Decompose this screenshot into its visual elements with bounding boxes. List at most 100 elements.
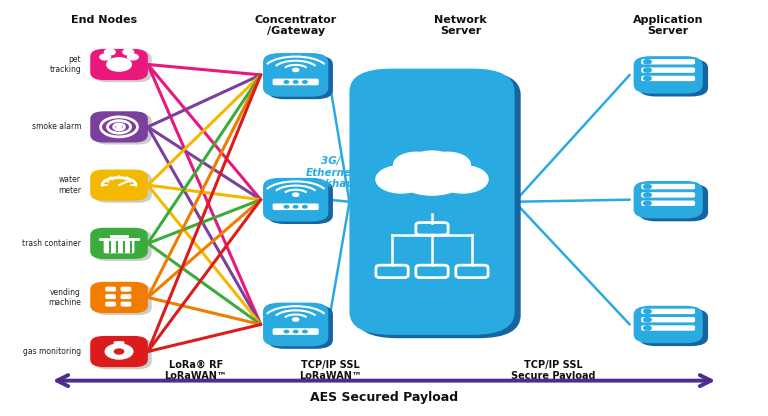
- FancyBboxPatch shape: [641, 76, 695, 81]
- FancyBboxPatch shape: [94, 113, 152, 144]
- Text: End Nodes: End Nodes: [71, 15, 137, 25]
- FancyBboxPatch shape: [273, 328, 319, 335]
- Circle shape: [293, 193, 299, 196]
- FancyBboxPatch shape: [121, 302, 131, 307]
- Circle shape: [105, 344, 133, 359]
- Text: AES Secured Payload: AES Secured Payload: [310, 391, 458, 404]
- FancyBboxPatch shape: [641, 309, 695, 314]
- Text: smoke alarm: smoke alarm: [31, 122, 81, 131]
- Text: TCP/IP SSL
LoRaWAN™: TCP/IP SSL LoRaWAN™: [299, 360, 362, 381]
- Circle shape: [293, 206, 298, 208]
- Circle shape: [284, 81, 289, 83]
- FancyBboxPatch shape: [94, 230, 152, 261]
- Circle shape: [100, 54, 111, 60]
- Circle shape: [644, 68, 651, 72]
- Circle shape: [293, 81, 298, 83]
- FancyBboxPatch shape: [91, 282, 147, 313]
- Circle shape: [438, 166, 488, 193]
- FancyBboxPatch shape: [91, 170, 147, 201]
- Text: vending
machine: vending machine: [48, 288, 81, 307]
- Circle shape: [123, 49, 134, 55]
- Text: Network
Server: Network Server: [435, 15, 487, 36]
- FancyBboxPatch shape: [105, 302, 116, 307]
- FancyBboxPatch shape: [273, 79, 319, 85]
- Circle shape: [644, 193, 651, 197]
- FancyBboxPatch shape: [268, 305, 333, 349]
- FancyBboxPatch shape: [641, 201, 695, 206]
- FancyBboxPatch shape: [641, 184, 695, 189]
- FancyBboxPatch shape: [268, 55, 333, 99]
- FancyBboxPatch shape: [114, 341, 124, 345]
- FancyBboxPatch shape: [263, 302, 329, 346]
- Circle shape: [644, 318, 651, 322]
- Circle shape: [644, 59, 651, 64]
- Circle shape: [303, 81, 307, 83]
- Circle shape: [293, 318, 299, 321]
- FancyBboxPatch shape: [263, 53, 329, 97]
- FancyBboxPatch shape: [105, 287, 116, 292]
- Text: pet
tracking: pet tracking: [49, 55, 81, 74]
- FancyBboxPatch shape: [634, 56, 703, 94]
- FancyBboxPatch shape: [415, 223, 449, 235]
- Circle shape: [644, 77, 651, 81]
- FancyBboxPatch shape: [415, 265, 449, 277]
- FancyBboxPatch shape: [376, 265, 409, 277]
- FancyBboxPatch shape: [94, 51, 152, 82]
- Circle shape: [117, 126, 121, 128]
- FancyBboxPatch shape: [94, 171, 152, 203]
- FancyBboxPatch shape: [641, 325, 695, 331]
- Text: TCP/IP SSL
Secure Payload: TCP/IP SSL Secure Payload: [511, 360, 595, 381]
- FancyBboxPatch shape: [349, 69, 515, 335]
- Circle shape: [644, 201, 651, 206]
- Circle shape: [104, 49, 115, 55]
- Text: trash container: trash container: [22, 239, 81, 248]
- FancyBboxPatch shape: [639, 59, 708, 97]
- FancyBboxPatch shape: [641, 317, 695, 322]
- FancyBboxPatch shape: [91, 111, 147, 142]
- Circle shape: [293, 68, 299, 72]
- Text: Concentrator
/Gateway: Concentrator /Gateway: [254, 15, 337, 36]
- FancyBboxPatch shape: [263, 178, 329, 221]
- FancyBboxPatch shape: [104, 240, 134, 253]
- Circle shape: [644, 184, 651, 189]
- FancyBboxPatch shape: [455, 265, 488, 277]
- Text: LoRa® RF
LoRaWAN™: LoRa® RF LoRaWAN™: [164, 360, 227, 381]
- Circle shape: [424, 152, 470, 177]
- FancyBboxPatch shape: [639, 184, 708, 221]
- Circle shape: [284, 330, 289, 333]
- Circle shape: [409, 151, 455, 176]
- FancyBboxPatch shape: [634, 181, 703, 218]
- FancyBboxPatch shape: [641, 192, 695, 198]
- Circle shape: [303, 330, 307, 333]
- Circle shape: [644, 310, 651, 314]
- FancyBboxPatch shape: [268, 181, 333, 224]
- FancyBboxPatch shape: [91, 336, 147, 367]
- Circle shape: [376, 166, 426, 193]
- FancyBboxPatch shape: [273, 203, 319, 210]
- FancyBboxPatch shape: [641, 67, 695, 73]
- Circle shape: [395, 155, 468, 195]
- Circle shape: [284, 206, 289, 208]
- FancyBboxPatch shape: [105, 294, 116, 299]
- Circle shape: [127, 54, 138, 60]
- Circle shape: [644, 326, 651, 330]
- FancyBboxPatch shape: [91, 228, 147, 259]
- FancyBboxPatch shape: [356, 72, 521, 338]
- FancyBboxPatch shape: [121, 287, 131, 292]
- FancyBboxPatch shape: [121, 294, 131, 299]
- Text: Application
Server: Application Server: [633, 15, 703, 36]
- Circle shape: [303, 206, 307, 208]
- FancyBboxPatch shape: [91, 49, 147, 80]
- Circle shape: [114, 349, 124, 354]
- Circle shape: [293, 330, 298, 333]
- FancyBboxPatch shape: [641, 59, 695, 64]
- Text: gas monitoring: gas monitoring: [23, 347, 81, 356]
- Circle shape: [107, 58, 131, 71]
- FancyBboxPatch shape: [94, 284, 152, 315]
- Circle shape: [393, 152, 439, 177]
- FancyBboxPatch shape: [94, 338, 152, 369]
- Text: 3G/
Ethernet
Backhaul: 3G/ Ethernet Backhaul: [305, 156, 358, 189]
- FancyBboxPatch shape: [634, 306, 703, 343]
- FancyBboxPatch shape: [639, 309, 708, 346]
- Text: water
meter: water meter: [58, 176, 81, 195]
